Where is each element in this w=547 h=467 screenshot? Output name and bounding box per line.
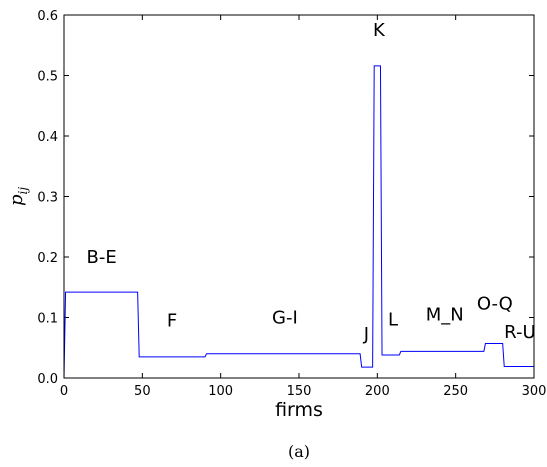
y-tick-label: 0.3	[37, 191, 58, 206]
annotation-label: R-U	[504, 322, 535, 343]
x-tick-label: 200	[365, 384, 390, 399]
y-tick-label: 0.1	[37, 312, 58, 327]
annotation-label: B-E	[86, 247, 116, 268]
annotation-label: K	[373, 20, 386, 41]
y-axis-label-base: p	[6, 194, 27, 206]
x-tick-label: 100	[208, 384, 233, 399]
y-axis-label-subscript: ij	[16, 187, 30, 195]
y-tick-label: 0.4	[37, 130, 58, 145]
annotation-label: J	[363, 324, 369, 345]
plot-frame	[63, 14, 535, 379]
y-tick-labels: 0.0 0.1 0.2 0.3 0.4 0.5 0.6	[37, 9, 58, 387]
x-tick-label: 0	[60, 384, 68, 399]
x-tick-labels: 0 50 100 150 200 250 300	[60, 384, 547, 399]
annotation-label: M_N	[426, 305, 464, 326]
annotation-label: G-I	[272, 308, 298, 329]
annotation-label: L	[388, 309, 398, 330]
annotation-label: F	[167, 311, 177, 332]
y-tick-label: 0.5	[37, 70, 58, 85]
series-line	[63, 65, 534, 379]
x-tick-label: 150	[287, 384, 312, 399]
y-tick-label: 0.6	[37, 9, 58, 24]
x-axis-label: firms	[275, 399, 323, 421]
y-axis-label: pij	[6, 187, 30, 206]
x-tick-label: 250	[443, 384, 468, 399]
y-tick-label: 0.2	[37, 251, 58, 266]
x-tick-label: 300	[522, 384, 547, 399]
x-tick-label: 50	[134, 384, 151, 399]
annotation-label: O-Q	[477, 294, 513, 315]
annotations: B-E F G-I J K L M_N O-Q R-U	[86, 20, 535, 345]
y-tick-label: 0.0	[37, 372, 58, 387]
figure-caption: (a)	[288, 442, 310, 461]
